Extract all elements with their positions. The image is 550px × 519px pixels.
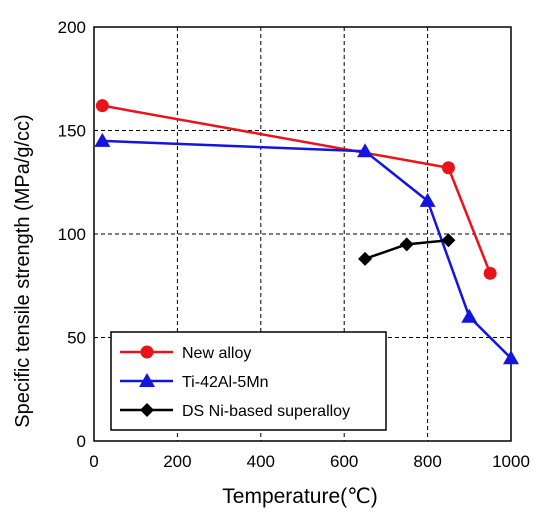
data-point <box>94 132 111 147</box>
x-axis-label: Temperature(℃) <box>222 485 377 508</box>
x-tick-label: 0 <box>89 452 98 471</box>
data-point <box>399 237 414 252</box>
legend-label: Ti-42Al-5Mn <box>182 374 269 391</box>
legend-marker <box>139 373 155 387</box>
data-point <box>461 308 478 323</box>
data-point <box>441 161 455 175</box>
legend-label: DS Ni-based superalloy <box>182 403 350 420</box>
x-tick-label: 600 <box>330 452 358 471</box>
x-tick-label: 200 <box>163 452 191 471</box>
data-point <box>95 99 109 113</box>
legend-item: Ti-42Al-5Mn <box>120 373 269 391</box>
data-point <box>357 143 374 158</box>
data-point <box>358 251 373 266</box>
legend-label: New alloy <box>182 345 251 362</box>
data-point <box>441 233 456 248</box>
legend-marker <box>140 403 154 417</box>
legend-item: New alloy <box>120 345 251 362</box>
series-1 <box>94 132 519 365</box>
legend-item: DS Ni-based superalloy <box>120 403 350 420</box>
plot-frame <box>93 26 512 442</box>
series-layer <box>94 99 519 365</box>
legend-marker <box>140 345 154 359</box>
y-tick-label: 200 <box>58 18 86 37</box>
x-tick-label: 400 <box>247 452 275 471</box>
y-tick-label: 100 <box>58 225 86 244</box>
data-point <box>419 192 436 207</box>
y-tick-label: 50 <box>67 329 86 348</box>
series-2 <box>358 233 456 266</box>
axis-ticks: 0 200 400 600 800 1000 0 50 100 150 200 <box>58 18 530 471</box>
x-tick-label: 800 <box>413 452 441 471</box>
legend: New alloy Ti-42Al-5Mn DS Ni-based superall… <box>110 331 387 431</box>
y-tick-label: 150 <box>58 122 86 141</box>
series-0 <box>95 99 497 280</box>
x-tick-label: 1000 <box>492 452 530 471</box>
data-point <box>483 266 497 280</box>
y-axis-label: Specific tensile strength (MPa/g/cc) <box>12 114 34 427</box>
y-tick-label: 0 <box>77 432 86 451</box>
data-point <box>503 350 519 365</box>
